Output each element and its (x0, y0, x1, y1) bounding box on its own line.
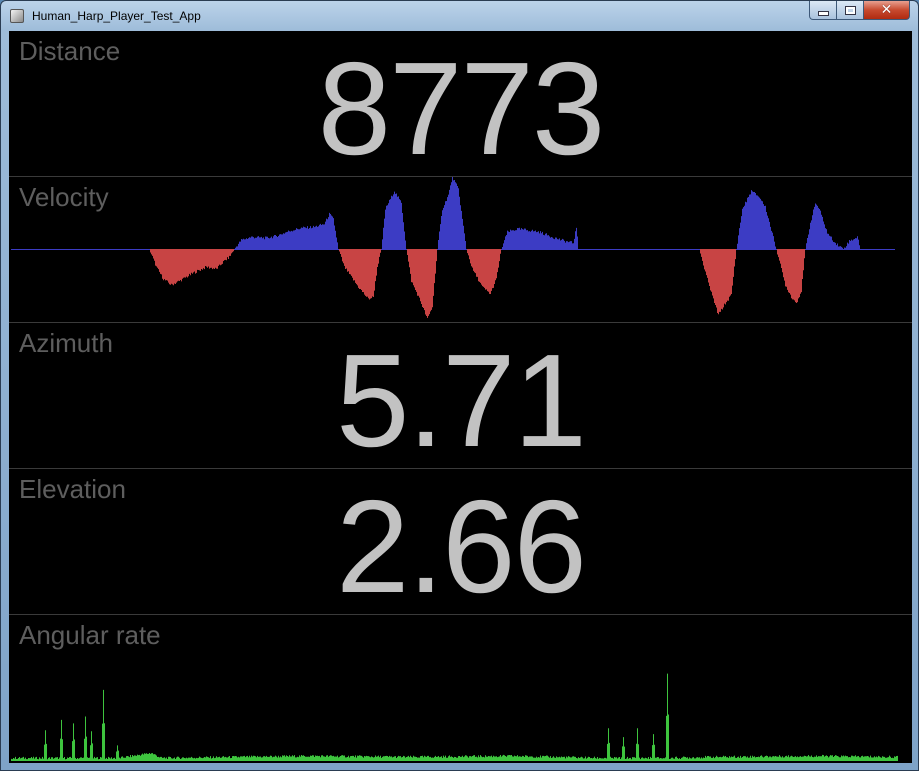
angular-rate-graph (11, 673, 898, 761)
azimuth-value: 5.71 (336, 327, 587, 474)
elevation-label: Elevation (19, 474, 126, 504)
minimize-button[interactable] (809, 1, 837, 20)
azimuth-label: Azimuth (19, 328, 113, 358)
distance-value: 8773 (317, 35, 606, 182)
app-icon[interactable] (10, 9, 24, 23)
caption-buttons: ✕ (809, 1, 910, 21)
velocity-graph (11, 177, 895, 318)
maximize-button[interactable] (837, 1, 864, 20)
velocity-label: Velocity (19, 182, 109, 212)
elevation-panel: Elevation 2.66 (9, 469, 912, 615)
close-button[interactable]: ✕ (864, 1, 910, 20)
minimize-icon (817, 10, 829, 16)
distance-label: Distance (19, 36, 121, 66)
velocity-negative-area (150, 249, 805, 318)
distance-panel: Distance 8773 (9, 31, 912, 177)
angular-rate-panel: Angular rate (9, 615, 912, 763)
velocity-positive-area (235, 177, 860, 249)
close-icon: ✕ (880, 2, 893, 18)
azimuth-panel: Azimuth 5.71 (9, 323, 912, 469)
elevation-value: 2.66 (336, 473, 587, 620)
angular-rate-label: Angular rate (19, 620, 161, 650)
maximize-icon (844, 5, 856, 15)
velocity-panel: Velocity (9, 177, 912, 323)
title-bar[interactable]: Human_Harp_Player_Test_App ✕ (1, 1, 918, 31)
client-area: Distance 8773 Velocity Azimuth 5.71 Elev… (9, 31, 912, 763)
window-title: Human_Harp_Player_Test_App (32, 9, 201, 23)
angular-rate-bars (11, 673, 898, 761)
